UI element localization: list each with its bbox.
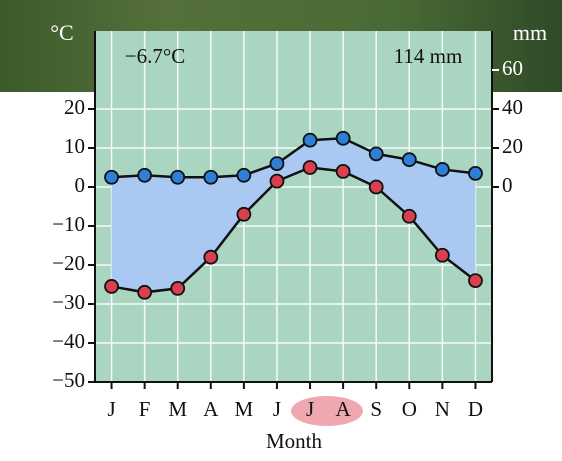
data-point xyxy=(137,167,153,183)
data-point xyxy=(468,273,483,289)
x-axis-title: Month xyxy=(266,429,323,453)
data-point xyxy=(401,208,417,224)
annual-precipitation: 114 mm xyxy=(394,44,463,68)
data-point xyxy=(170,169,186,185)
data-point xyxy=(368,146,384,162)
y-tick-label: −40 xyxy=(52,329,85,353)
x-tick-label: A xyxy=(203,397,219,421)
data-point xyxy=(170,280,186,296)
data-point xyxy=(401,152,417,168)
y-tick-label: −20 xyxy=(52,251,85,275)
y2-tick-label: 20 xyxy=(502,134,523,158)
data-point xyxy=(203,169,219,185)
data-point xyxy=(269,173,285,189)
x-tick-label: D xyxy=(468,397,483,421)
data-point xyxy=(302,132,318,148)
x-tick-label: J xyxy=(306,397,314,421)
y-tick-label: −50 xyxy=(52,368,85,392)
x-tick-label: F xyxy=(139,397,151,421)
y-tick-label: −10 xyxy=(52,212,85,236)
data-point xyxy=(137,284,153,300)
y-tick-label: 0 xyxy=(75,173,86,197)
x-tick-label: S xyxy=(370,397,382,421)
data-point xyxy=(368,179,384,195)
data-point xyxy=(335,130,351,146)
y-tick-label: −30 xyxy=(52,290,85,314)
y-tick-label: 10 xyxy=(64,134,85,158)
data-point xyxy=(434,247,450,263)
data-point xyxy=(269,156,285,172)
humid-area xyxy=(111,138,476,293)
data-point xyxy=(302,160,318,175)
y2-tick-label: 60 xyxy=(502,56,523,80)
y2-tick-label: 0 xyxy=(502,173,513,197)
data-point xyxy=(236,206,252,222)
annual-temperature: −6.7°C xyxy=(125,44,186,68)
data-point xyxy=(104,169,119,185)
x-tick-label: N xyxy=(435,397,450,421)
x-tick-label: J xyxy=(273,397,281,421)
x-tick-label: M xyxy=(235,397,254,421)
x-tick-label: O xyxy=(402,397,417,421)
y2-tick-label: 40 xyxy=(502,95,523,119)
x-tick-label: M xyxy=(168,397,187,421)
data-point xyxy=(468,165,483,181)
data-point xyxy=(335,163,351,179)
y-tick-label: 20 xyxy=(64,95,85,119)
data-point xyxy=(203,249,219,265)
data-point xyxy=(104,279,119,294)
y2-unit: mm xyxy=(513,20,547,45)
summer-highlight xyxy=(291,396,363,426)
data-point xyxy=(434,162,450,177)
data-point xyxy=(236,167,252,183)
y-unit: °C xyxy=(50,20,73,45)
x-tick-label: A xyxy=(336,397,352,421)
x-tick-label: J xyxy=(107,397,115,421)
marks xyxy=(104,130,483,300)
